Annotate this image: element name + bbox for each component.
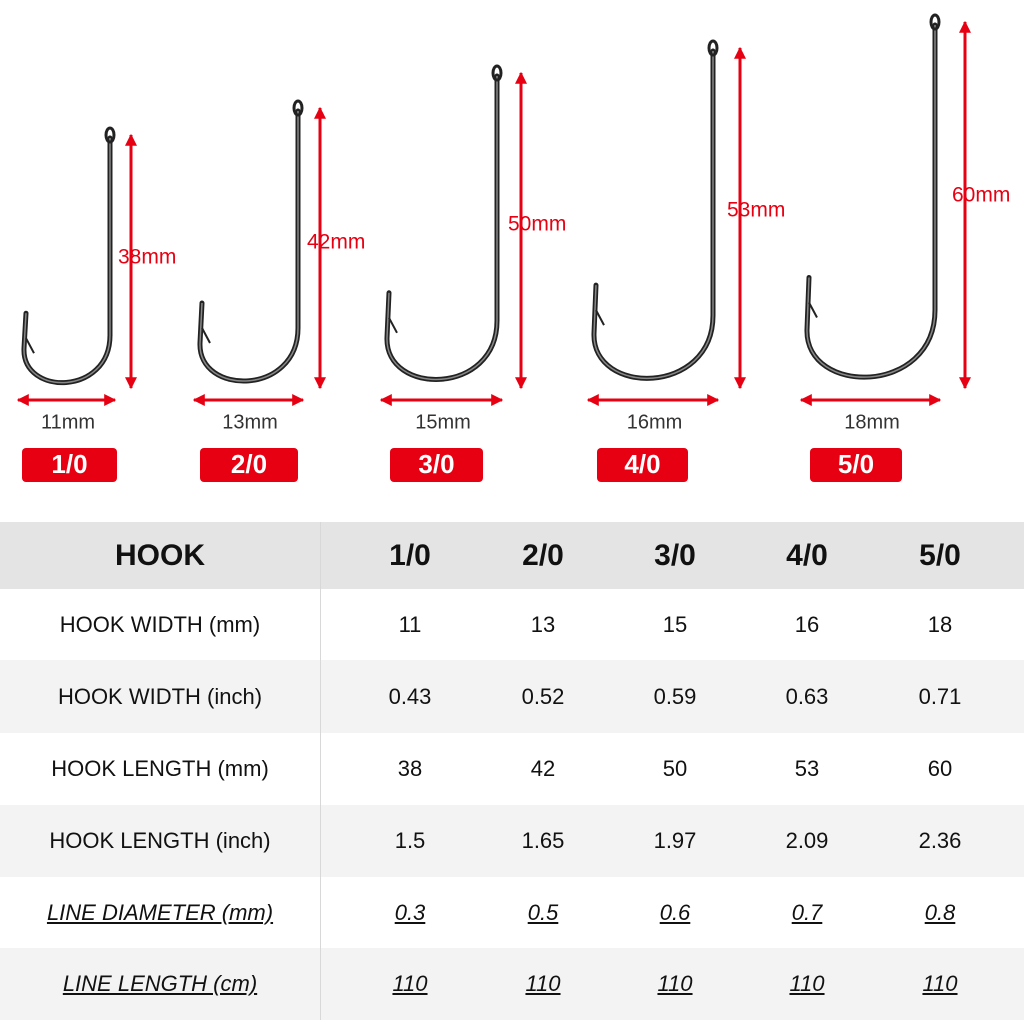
- table-cell: 0.52: [521, 683, 565, 709]
- hook: [197, 108, 301, 384]
- hook-highlight: [199, 111, 299, 382]
- width-label: 15mm: [415, 411, 471, 433]
- table-cell: 1.5: [394, 828, 426, 853]
- table-cell: 4/0: [786, 538, 828, 572]
- size-label: 5/0: [838, 449, 874, 479]
- table-cell: 60: [927, 756, 953, 781]
- table-cell: 0.5: [527, 899, 559, 925]
- row-label: HOOK WIDTH (mm): [59, 611, 261, 637]
- table-cell: 0.63: [785, 683, 829, 709]
- size-label: 3/0: [418, 449, 454, 479]
- size-label: 1/0: [51, 449, 87, 479]
- table-cell: 2/0: [522, 538, 564, 572]
- table-cell: 110: [657, 971, 693, 996]
- row-label: HOOK LENGTH (mm): [51, 756, 269, 781]
- row-label: HOOK WIDTH (inch): [57, 683, 263, 709]
- hook-eye: [929, 13, 941, 31]
- table-cell: 0.71: [918, 683, 962, 709]
- table-cell: 42: [530, 756, 556, 781]
- table-cell: 38: [397, 756, 423, 781]
- width-label: 13mm: [222, 411, 278, 433]
- table-cell: 0.59: [653, 683, 697, 709]
- hook-highlight: [23, 138, 111, 384]
- length-label: 38mm: [118, 246, 176, 269]
- width-label: 18mm: [844, 411, 900, 433]
- table-cell: 15: [662, 611, 688, 637]
- table-cell: 0.8: [924, 899, 956, 925]
- table-cell: 0.7: [791, 899, 823, 925]
- table-row: HOOK LENGTH (mm) 38 42 50 53 60: [0, 733, 1024, 805]
- length-label: 50mm: [508, 213, 566, 236]
- table-cell: 53: [794, 756, 820, 781]
- width-label: 11mm: [41, 411, 95, 433]
- hook: [591, 48, 716, 381]
- table-cell: 0.6: [659, 899, 691, 925]
- table-cell: 50: [662, 756, 688, 781]
- row-label: LINE LENGTH (cm): [62, 971, 258, 996]
- table-cell: 1/0: [389, 538, 431, 572]
- table-cell: 110: [525, 971, 561, 996]
- hook-highlight: [593, 51, 714, 380]
- table-cell: 110: [789, 971, 825, 996]
- length-label: 42mm: [307, 231, 365, 254]
- table-cell: 18: [927, 611, 953, 637]
- hook-barb: [201, 327, 211, 344]
- table-cell: 2.36: [918, 828, 962, 853]
- size-badge: [22, 448, 117, 482]
- table-cell: 16: [794, 611, 820, 637]
- table-row: HOOK WIDTH (mm) 11 13 15 16 18: [0, 589, 1024, 660]
- table-row: HOOK 1/0 2/0 3/0 4/0 5/0: [0, 522, 1024, 589]
- table-cell: 110: [392, 971, 428, 996]
- width-label: 16mm: [627, 411, 683, 433]
- table-row: LINE DIAMETER (mm) 0.3 0.5 0.6 0.7 0.8: [0, 877, 1024, 948]
- size-badge: [810, 448, 902, 482]
- table-cell: 0.3: [394, 899, 426, 925]
- row-label: HOOK: [115, 538, 205, 572]
- table-row: LINE LENGTH (cm) 110 110 110 110 110: [0, 948, 1024, 1020]
- hook-eye: [292, 99, 304, 117]
- size-badge: [200, 448, 298, 482]
- table-cell: 11: [398, 611, 422, 637]
- hook-highlight: [386, 76, 498, 381]
- hook-highlight: [806, 25, 936, 378]
- column-divider: [320, 522, 321, 1020]
- table-row: HOOK LENGTH (inch) 1.5 1.65 1.97 2.09 2.36: [0, 805, 1024, 877]
- table-cell: 0.43: [388, 683, 432, 709]
- hook: [21, 135, 113, 386]
- hook: [384, 73, 500, 382]
- hook-barb: [808, 302, 818, 318]
- row-label: HOOK LENGTH (inch): [49, 828, 271, 853]
- size-badge: [597, 448, 688, 482]
- table-cell: 110: [922, 971, 958, 996]
- hook-barb: [25, 337, 35, 354]
- table-cell: 5/0: [919, 538, 961, 572]
- hook-eye: [104, 126, 116, 144]
- hook-barb: [595, 309, 605, 326]
- length-label: 53mm: [727, 199, 785, 222]
- length-label: 60mm: [952, 184, 1010, 207]
- table-cell: 3/0: [654, 538, 696, 572]
- size-badge: [390, 448, 483, 482]
- hook-eye: [707, 39, 719, 57]
- hook-eye: [491, 64, 503, 82]
- table-cell: 2.09: [785, 828, 829, 853]
- hook-barb: [388, 317, 398, 334]
- row-label: LINE DIAMETER (mm): [46, 899, 274, 925]
- size-label: 4/0: [624, 449, 660, 479]
- size-label: 2/0: [231, 449, 267, 479]
- table-cell: 1.65: [521, 828, 565, 853]
- hook: [804, 22, 938, 380]
- hook-diagram: 38mm 11mm 1/0 42mm 13mm 2/0 50mm 15mm 3/0 53mm 16m…: [16, 13, 1010, 482]
- table-cell: 13: [530, 611, 556, 637]
- table-row: HOOK WIDTH (inch) 0.43 0.52 0.59 0.63 0.71: [0, 660, 1024, 733]
- table-cell: 1.97: [653, 828, 697, 853]
